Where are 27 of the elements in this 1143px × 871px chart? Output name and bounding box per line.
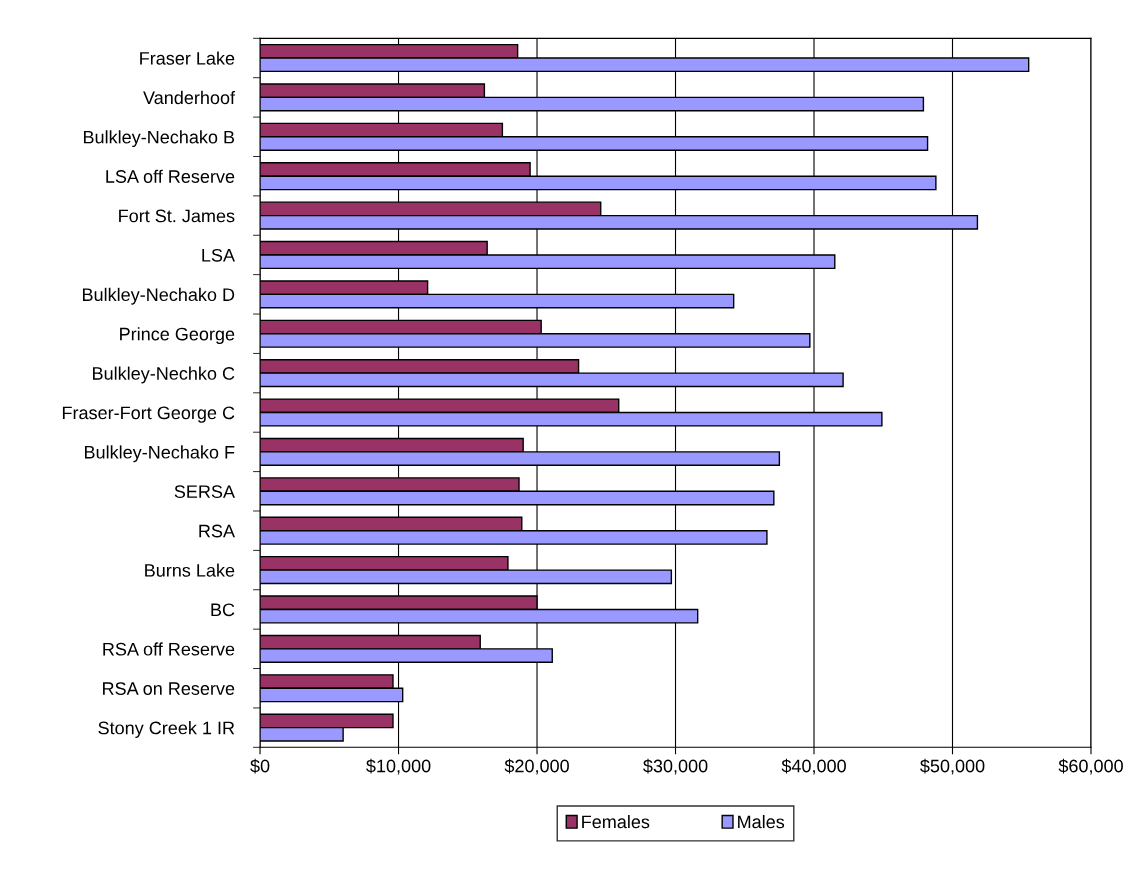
x-tick-label: $20,000 [504, 758, 569, 775]
legend-label: Males [738, 815, 785, 829]
x-tick-label: $40,000 [781, 758, 846, 775]
y-tick-label: LSA off Reserve [106, 169, 235, 183]
y-tick-label: RSA on Reserve [103, 682, 235, 695]
y-tick-label: SERSA [174, 485, 235, 499]
y-tick-label: Bulkley-Nechko C [93, 366, 235, 384]
y-tick-label: Fraser-Fort George C [62, 406, 235, 423]
y-tick-label: Fort St. James [119, 209, 235, 223]
y-tick-label: Vanderhoof [143, 90, 236, 105]
y-tick-label: Bulkley-Nechako D [82, 287, 235, 305]
x-tick-label: $30,000 [643, 758, 708, 775]
x-tick-label: $60,000 [1058, 758, 1123, 775]
y-tick-label: LSA [202, 248, 235, 262]
y-tick-label: RSA [199, 524, 235, 538]
x-tick-label: $50,000 [920, 758, 985, 775]
x-tick-label: $0 [250, 758, 270, 774]
y-tick-label: Fraser Lake [140, 51, 235, 65]
y-tick-label: Stony Creek 1 IR [98, 721, 235, 738]
y-tick-label: RSA off Reserve [103, 642, 235, 656]
y-tick-label: Prince George [120, 327, 235, 345]
y-tick-label: Burns Lake [145, 563, 235, 577]
y-tick-label: BC [211, 603, 235, 617]
y-tick-label: Bulkley-Nechako B [83, 130, 235, 148]
legend-label: Females [582, 815, 650, 829]
x-tick-label: $10,000 [366, 758, 431, 775]
y-tick-label: Bulkley-Nechako F [85, 445, 235, 463]
